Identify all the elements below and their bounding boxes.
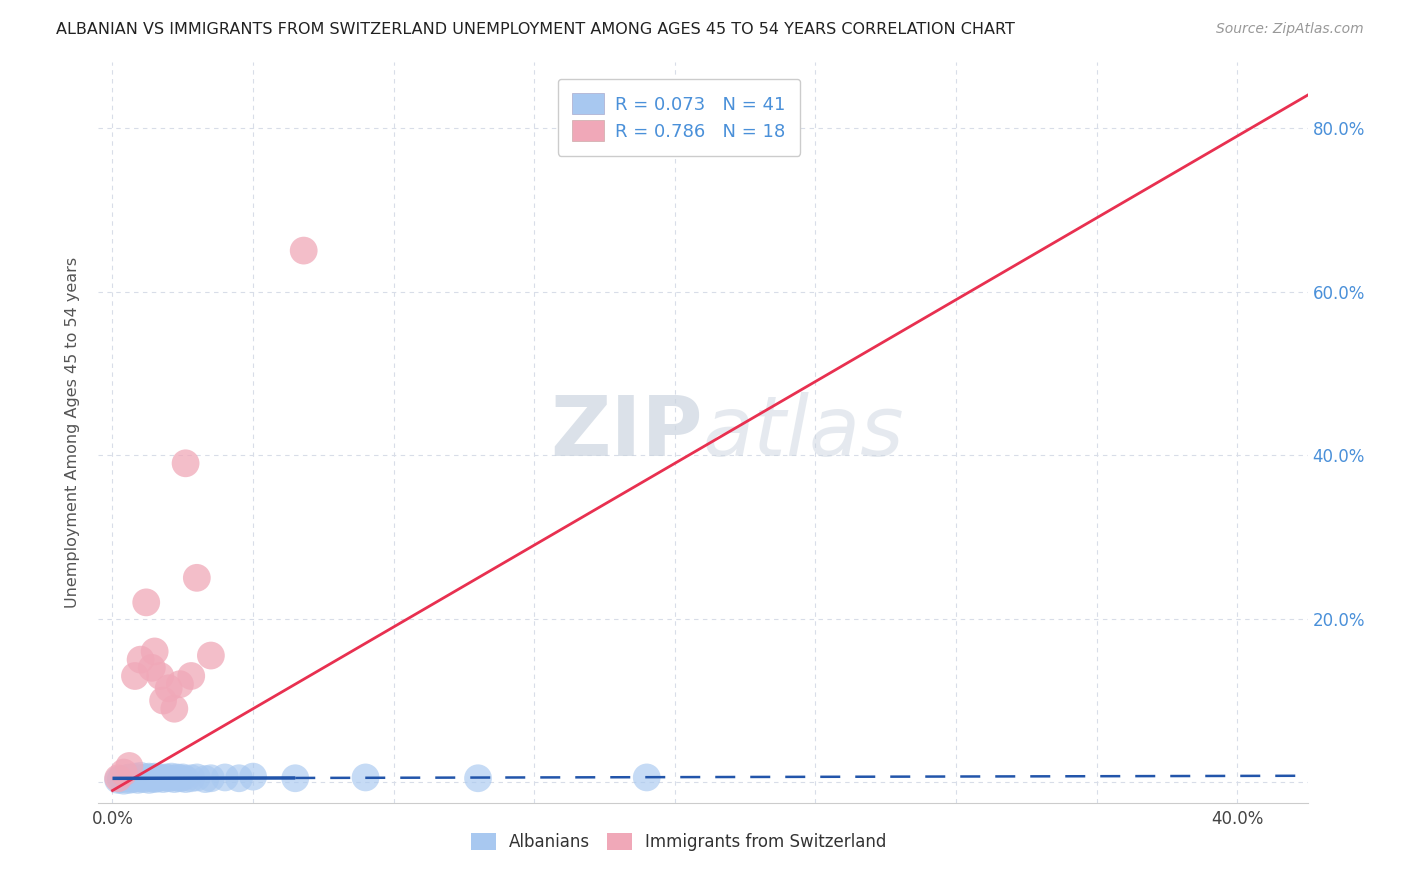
Point	[180, 669, 202, 683]
Point	[166, 771, 188, 785]
Point	[160, 770, 183, 784]
Point	[118, 759, 141, 773]
Point	[200, 771, 222, 785]
Point	[135, 771, 157, 785]
Point	[194, 772, 217, 786]
Point	[467, 771, 489, 785]
Point	[186, 771, 208, 785]
Point	[155, 771, 177, 785]
Point	[132, 772, 155, 786]
Point	[124, 669, 146, 683]
Point	[174, 772, 197, 786]
Point	[292, 244, 315, 258]
Point	[124, 771, 146, 785]
Point	[200, 648, 222, 663]
Point	[141, 771, 163, 785]
Point	[149, 669, 172, 683]
Y-axis label: Unemployment Among Ages 45 to 54 years: Unemployment Among Ages 45 to 54 years	[65, 257, 80, 608]
Text: ALBANIAN VS IMMIGRANTS FROM SWITZERLAND UNEMPLOYMENT AMONG AGES 45 TO 54 YEARS C: ALBANIAN VS IMMIGRANTS FROM SWITZERLAND …	[56, 22, 1015, 37]
Point	[121, 772, 143, 786]
Point	[124, 770, 146, 784]
Point	[118, 772, 141, 787]
Point	[107, 772, 129, 787]
Point	[169, 677, 191, 691]
Point	[143, 772, 166, 786]
Point	[157, 771, 180, 785]
Point	[138, 772, 160, 787]
Point	[180, 771, 202, 785]
Point	[129, 653, 152, 667]
Text: atlas: atlas	[703, 392, 904, 473]
Point	[163, 702, 186, 716]
Point	[157, 681, 180, 696]
Point	[115, 771, 138, 785]
Point	[354, 771, 377, 785]
Legend: Albanians, Immigrants from Switzerland: Albanians, Immigrants from Switzerland	[464, 826, 893, 857]
Point	[118, 771, 141, 785]
Point	[242, 770, 264, 784]
Point	[141, 661, 163, 675]
Point	[636, 771, 658, 785]
Point	[135, 595, 157, 609]
Point	[112, 773, 135, 788]
Point	[186, 571, 208, 585]
Text: ZIP: ZIP	[551, 392, 703, 473]
Point	[214, 771, 236, 785]
Point	[174, 456, 197, 470]
Point	[172, 771, 194, 785]
Point	[110, 772, 132, 786]
Point	[143, 644, 166, 658]
Text: Source: ZipAtlas.com: Source: ZipAtlas.com	[1216, 22, 1364, 37]
Point	[138, 770, 160, 784]
Point	[143, 770, 166, 784]
Point	[163, 772, 186, 786]
Point	[127, 772, 149, 787]
Point	[152, 772, 174, 786]
Point	[146, 771, 169, 785]
Point	[107, 771, 129, 785]
Point	[129, 769, 152, 783]
Point	[112, 765, 135, 780]
Point	[149, 771, 172, 785]
Point	[284, 771, 307, 785]
Point	[152, 693, 174, 707]
Point	[169, 771, 191, 785]
Point	[228, 771, 250, 785]
Point	[129, 771, 152, 785]
